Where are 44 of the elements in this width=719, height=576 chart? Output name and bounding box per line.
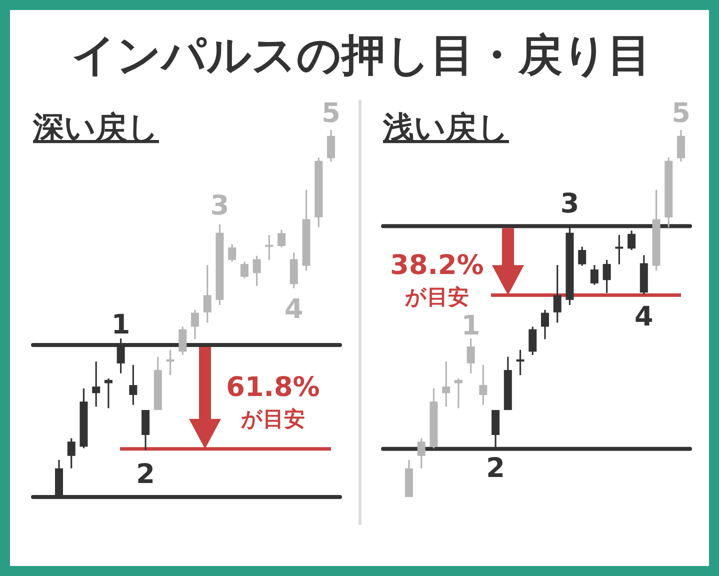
candlestick xyxy=(278,229,286,248)
candlestick xyxy=(590,264,598,286)
candlestick xyxy=(528,326,537,356)
annotation: 4 xyxy=(284,294,304,326)
text: インパルスの押し目・戻り目 xyxy=(72,30,652,81)
candlestick xyxy=(578,246,586,267)
annotation: 2 xyxy=(136,459,155,490)
candlestick xyxy=(442,360,450,408)
candlestick xyxy=(541,309,549,340)
candlestick xyxy=(252,255,261,287)
chart-title: 浅い戻し xyxy=(382,110,509,146)
annotation: 3 xyxy=(560,188,580,220)
candlestick xyxy=(602,259,611,294)
candlestick xyxy=(92,360,100,408)
candlestick xyxy=(129,364,138,406)
annotation: 5 xyxy=(672,98,690,129)
candlestick xyxy=(628,230,636,251)
annotation: 1 xyxy=(111,309,130,340)
candlestick xyxy=(67,437,76,470)
candlestick xyxy=(479,364,488,406)
candlestick xyxy=(615,234,624,266)
candlestick xyxy=(104,378,112,409)
candlestick xyxy=(454,378,462,409)
candlestick xyxy=(677,129,685,162)
annotation: 5 xyxy=(322,98,340,129)
candlestick xyxy=(191,309,199,340)
ref-line-label: 38.2% が目安 xyxy=(390,250,484,310)
candlestick xyxy=(327,129,335,162)
candlestick xyxy=(553,264,562,324)
candlestick xyxy=(240,260,248,280)
candlestick xyxy=(466,338,475,374)
candlestick xyxy=(228,243,236,263)
candlestick xyxy=(178,326,187,356)
candlestick xyxy=(166,349,174,376)
candlestick xyxy=(417,437,426,470)
annotation: 3 xyxy=(210,190,230,222)
annotation: 4 xyxy=(634,301,654,332)
annotation: 2 xyxy=(486,453,505,484)
annotation: 1 xyxy=(461,310,480,342)
chart-title: 深い戻し xyxy=(32,110,159,146)
candlestick xyxy=(516,349,524,376)
candlestick xyxy=(265,234,274,261)
ref-line-label: 61.8% が目安 xyxy=(226,372,320,431)
candlestick xyxy=(203,264,212,324)
